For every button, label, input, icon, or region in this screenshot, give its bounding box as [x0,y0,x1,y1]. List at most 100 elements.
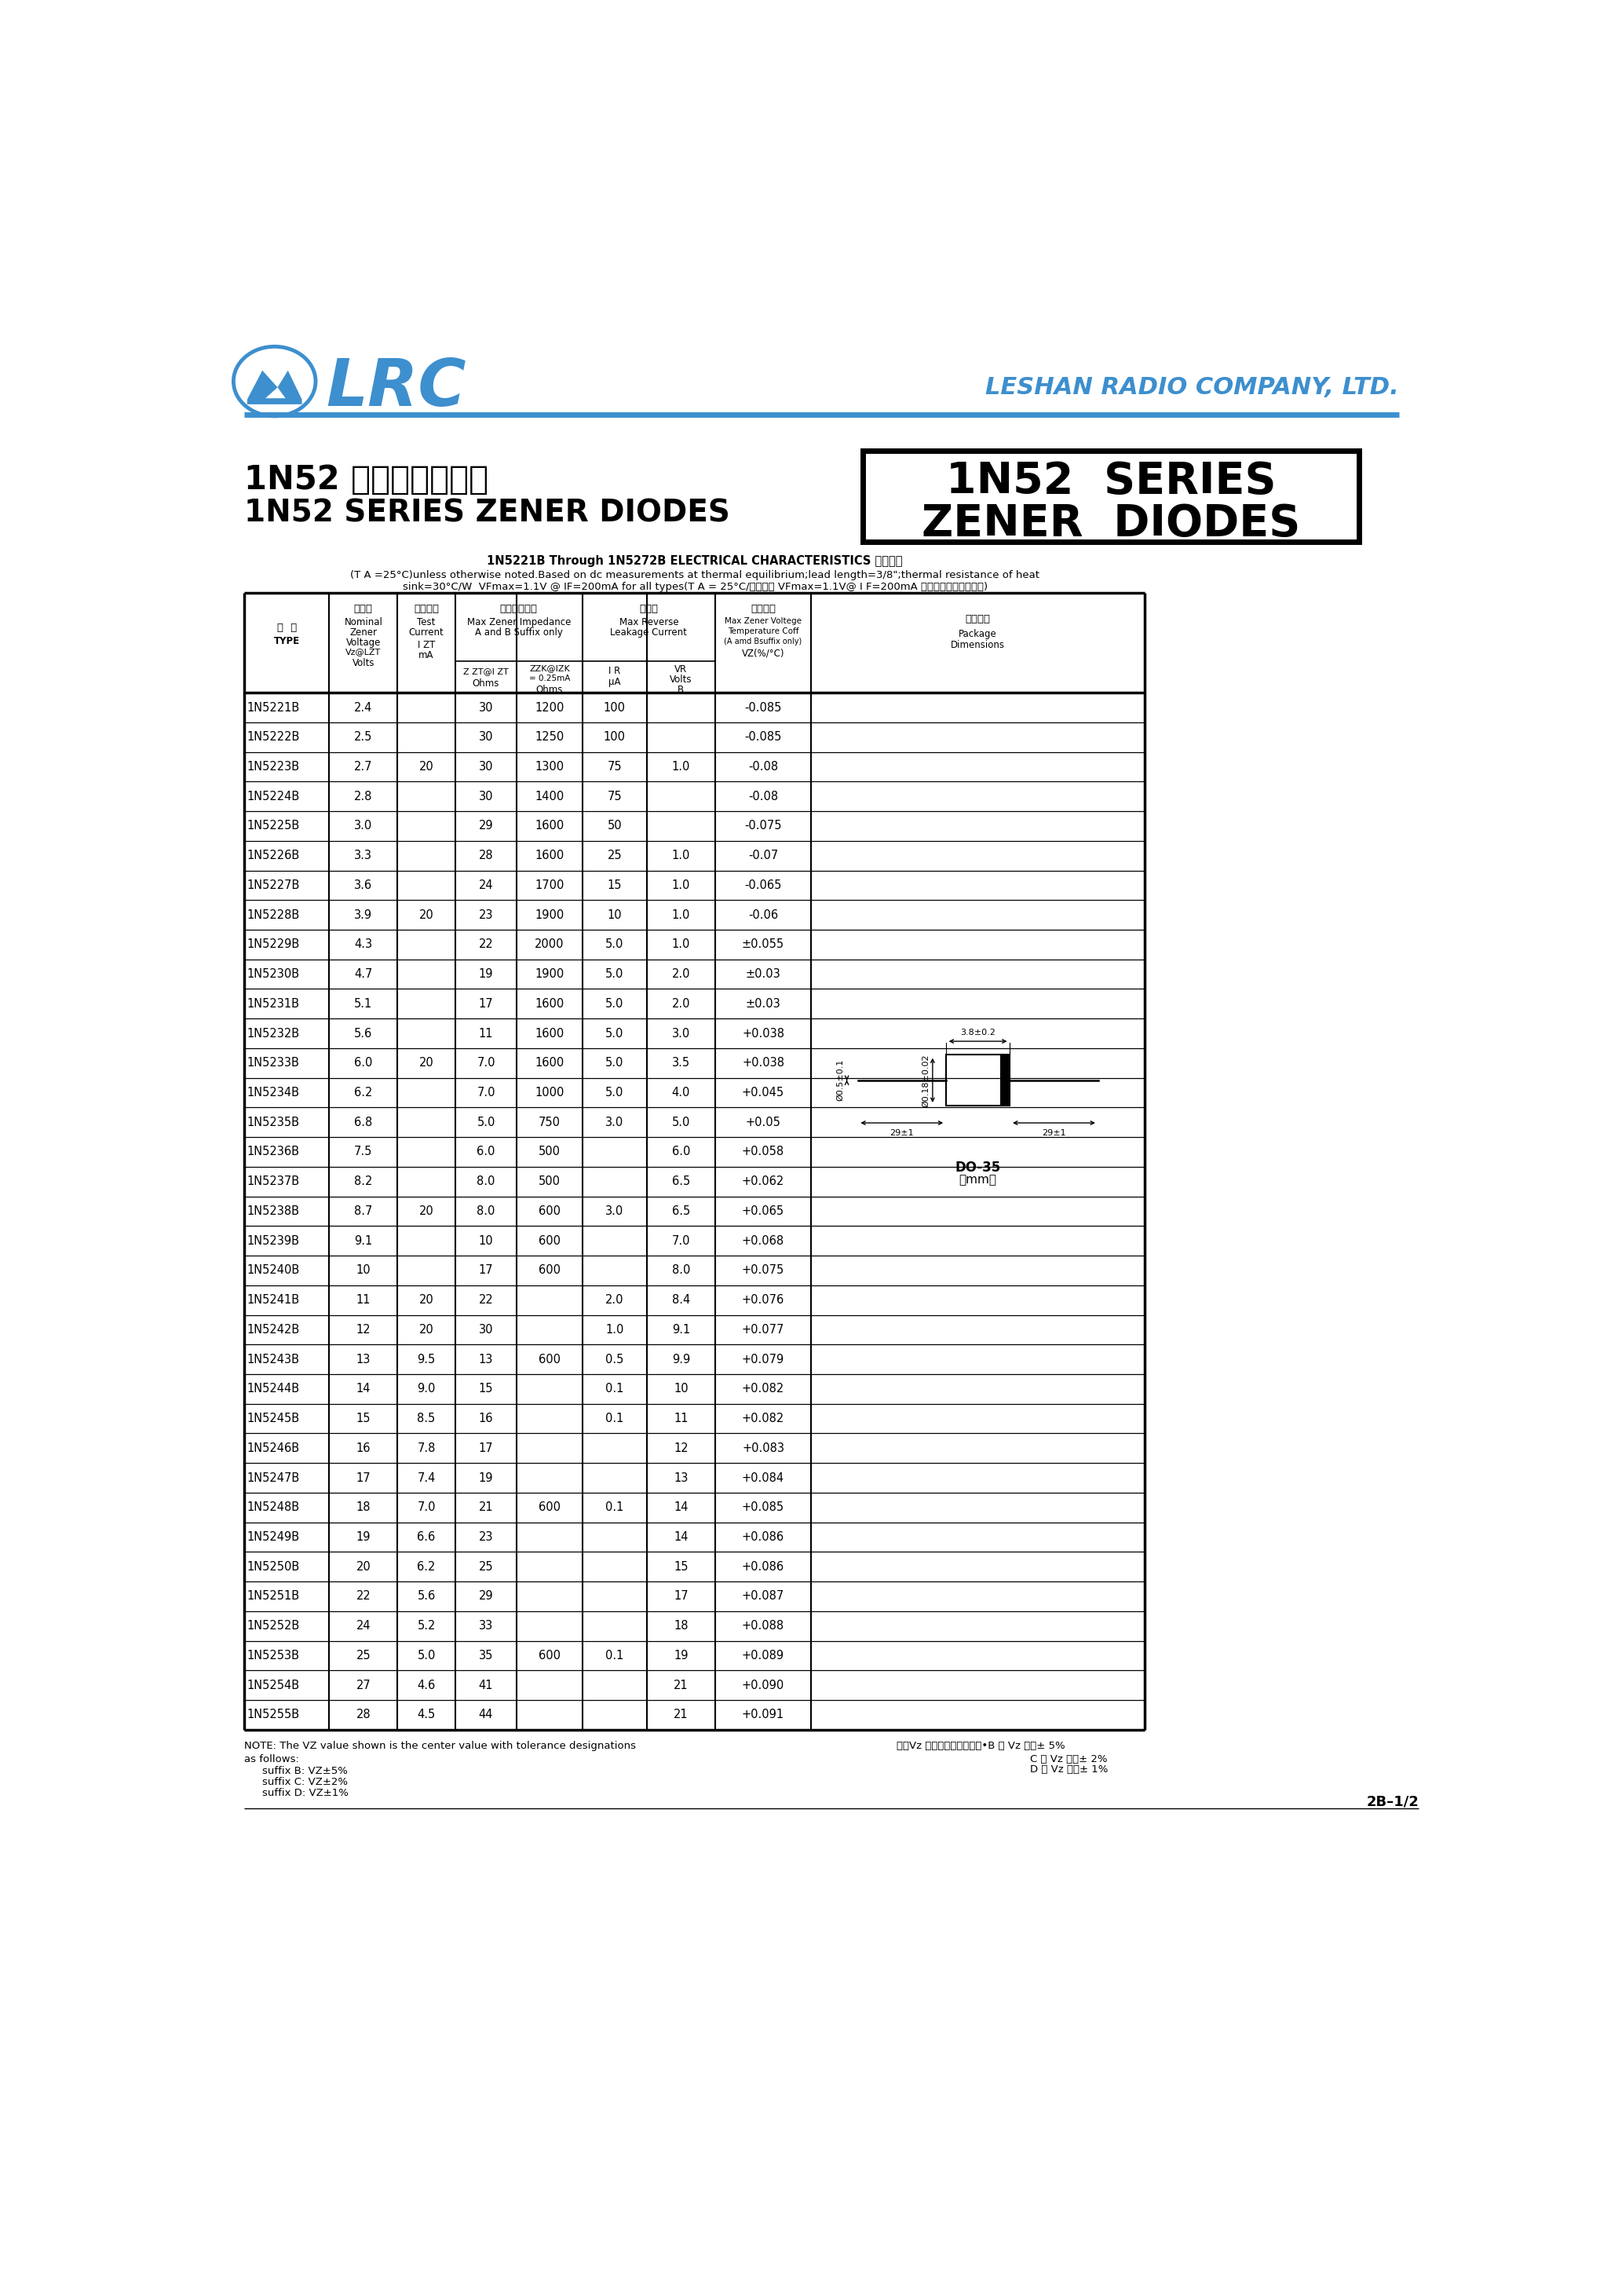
Text: 30: 30 [478,790,493,801]
Text: 15: 15 [673,1561,688,1573]
Text: 21: 21 [673,1678,688,1692]
Text: B: B [678,684,684,696]
Text: Package: Package [959,629,998,638]
Text: 1.0: 1.0 [672,909,691,921]
Text: 75: 75 [607,760,621,774]
Text: 1N5230B: 1N5230B [247,969,300,980]
Text: 18: 18 [673,1621,688,1632]
Text: 5.6: 5.6 [417,1591,435,1603]
Text: Ohms: Ohms [472,677,500,689]
Text: 17: 17 [478,1265,493,1277]
Text: 6.0: 6.0 [354,1056,373,1070]
Text: 6.5: 6.5 [672,1205,689,1217]
Text: 44: 44 [478,1708,493,1720]
Text: -0.07: -0.07 [748,850,779,861]
Text: -0.065: -0.065 [744,879,782,891]
Text: 20: 20 [418,1325,433,1336]
Text: 1.0: 1.0 [672,939,691,951]
Text: 1N5237B: 1N5237B [247,1176,300,1187]
Text: 5.0: 5.0 [605,1029,624,1040]
Text: 1700: 1700 [535,879,564,891]
Text: +0.085: +0.085 [741,1502,785,1513]
Text: 29: 29 [478,1591,493,1603]
Text: 8.0: 8.0 [477,1176,495,1187]
Text: 75: 75 [607,790,621,801]
Text: 5.1: 5.1 [354,999,373,1010]
Text: 1N52 SERIES ZENER DIODES: 1N52 SERIES ZENER DIODES [245,498,730,528]
Text: 1N5235B: 1N5235B [247,1116,300,1127]
Text: 1N5228B: 1N5228B [247,909,300,921]
Text: 13: 13 [673,1472,688,1483]
Text: 1600: 1600 [535,850,564,861]
Text: 2.8: 2.8 [354,790,373,801]
Text: 1600: 1600 [535,820,564,831]
Text: suffix D: VZ±1%: suffix D: VZ±1% [263,1789,349,1798]
Text: +0.090: +0.090 [741,1678,785,1692]
Text: mA: mA [418,650,435,661]
Text: （mm）: （mm） [959,1173,998,1185]
Text: 1N5248B: 1N5248B [247,1502,300,1513]
Text: +0.086: +0.086 [741,1561,785,1573]
Text: 1N5249B: 1N5249B [247,1531,300,1543]
Text: 1N5224B: 1N5224B [247,790,300,801]
Text: 6.0: 6.0 [672,1146,691,1157]
Text: 0.5: 0.5 [605,1352,624,1366]
Text: 1N5255B: 1N5255B [247,1708,300,1720]
Bar [946,1054,1011,1107]
Text: 7.8: 7.8 [417,1442,436,1453]
Text: 1N5250B: 1N5250B [247,1561,300,1573]
Text: 20: 20 [355,1561,371,1573]
Text: μA: μA [608,677,621,687]
Text: 1N5234B: 1N5234B [247,1086,300,1097]
Text: 29±1: 29±1 [1041,1130,1066,1137]
Text: 1600: 1600 [535,1029,564,1040]
Text: DO-35: DO-35 [955,1159,1001,1176]
Text: Temperature Coff: Temperature Coff [728,627,798,636]
Text: 2.0: 2.0 [672,999,691,1010]
Text: 30: 30 [478,760,493,774]
Text: 5.6: 5.6 [354,1029,373,1040]
Text: 1.0: 1.0 [672,760,691,774]
Text: Zener: Zener [350,627,378,638]
Text: 1900: 1900 [535,909,564,921]
Text: 4.6: 4.6 [417,1678,435,1692]
Text: +0.05: +0.05 [746,1116,780,1127]
Text: 2.7: 2.7 [354,760,373,774]
Text: I ZT: I ZT [417,641,435,650]
Text: 1N5232B: 1N5232B [247,1029,300,1040]
Text: 12: 12 [673,1442,688,1453]
Text: 9.1: 9.1 [354,1235,373,1247]
Ellipse shape [234,347,316,416]
Text: 6.6: 6.6 [417,1531,435,1543]
Text: = 0.25mA: = 0.25mA [529,675,569,682]
Text: Max Zener Impedance: Max Zener Impedance [467,618,571,627]
Text: 29±1: 29±1 [890,1130,913,1137]
Text: 18: 18 [357,1502,371,1513]
Text: 3.0: 3.0 [605,1205,624,1217]
Text: 5.0: 5.0 [477,1116,495,1127]
Text: 9.1: 9.1 [672,1325,689,1336]
Text: 23: 23 [478,909,493,921]
Text: 6.2: 6.2 [417,1561,436,1573]
Text: +0.065: +0.065 [741,1205,785,1217]
Text: 600: 600 [539,1502,561,1513]
Text: -0.085: -0.085 [744,703,782,714]
Text: 17: 17 [478,999,493,1010]
Text: 1N5254B: 1N5254B [247,1678,300,1692]
Text: 100: 100 [603,703,626,714]
Text: 1N5252B: 1N5252B [247,1621,300,1632]
Text: 1N5247B: 1N5247B [247,1472,300,1483]
Text: +0.038: +0.038 [741,1029,785,1040]
Text: 24: 24 [478,879,493,891]
Text: 0.1: 0.1 [605,1382,624,1396]
Text: 3.5: 3.5 [672,1056,689,1070]
Text: 19: 19 [478,1472,493,1483]
Text: 14: 14 [673,1531,688,1543]
Text: -0.085: -0.085 [744,730,782,744]
Text: 10: 10 [673,1382,688,1396]
Text: 1N5238B: 1N5238B [247,1205,300,1217]
Text: 3.3: 3.3 [354,850,373,861]
Text: NOTE: The VZ value shown is the center value with tolerance designations: NOTE: The VZ value shown is the center v… [245,1740,636,1752]
Text: 1300: 1300 [535,760,564,774]
Text: 型  号: 型 号 [277,622,297,634]
